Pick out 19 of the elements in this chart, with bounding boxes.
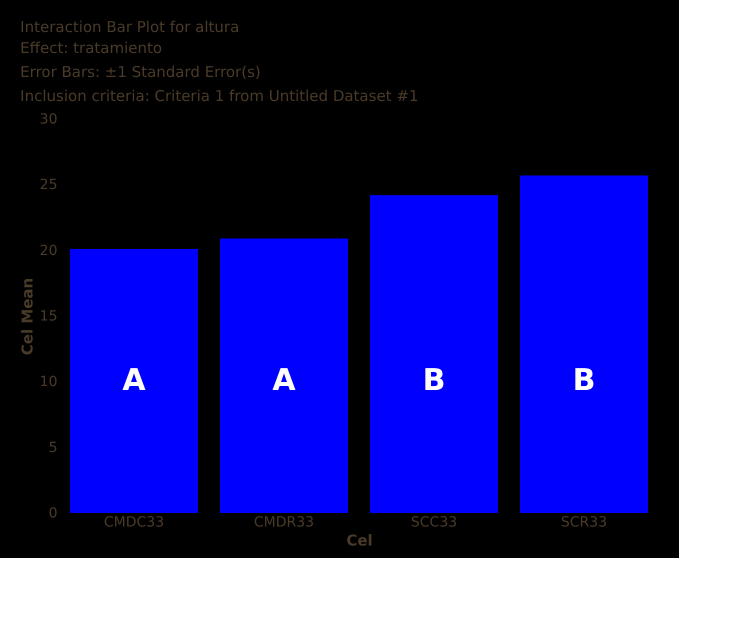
y-tick-label: 25 bbox=[40, 177, 58, 194]
x-tick-label: SCC33 bbox=[410, 514, 458, 530]
y-tick-label: 10 bbox=[40, 374, 58, 390]
y-axis-title: Cel Mean bbox=[18, 278, 37, 356]
x-tick-label: CMDC33 bbox=[104, 514, 164, 530]
chart-subtitle: Effect: tratamiento Error Bars: ±1 Standard Error(s) Inclusion criteria: Criteria 1 from Untitled Dataset #1 bbox=[20, 39, 418, 105]
x-tick-label: SCR33 bbox=[560, 514, 608, 530]
annotation: A bbox=[272, 363, 296, 398]
y-tick-label: 30 bbox=[40, 112, 58, 128]
y-tick-label: 15 bbox=[40, 308, 58, 324]
y-tick-label: 5 bbox=[48, 440, 58, 456]
chart-title: Interaction Bar Plot for altura bbox=[20, 18, 240, 36]
x-tick-label: CMDR33 bbox=[254, 514, 314, 530]
y-tick-label: 0 bbox=[48, 506, 58, 522]
annotation: A bbox=[122, 363, 146, 398]
x-axis-title: Cel bbox=[346, 532, 373, 550]
annotation: B bbox=[422, 363, 446, 398]
annotation: B bbox=[572, 363, 596, 398]
y-tick-label: 20 bbox=[40, 242, 58, 259]
